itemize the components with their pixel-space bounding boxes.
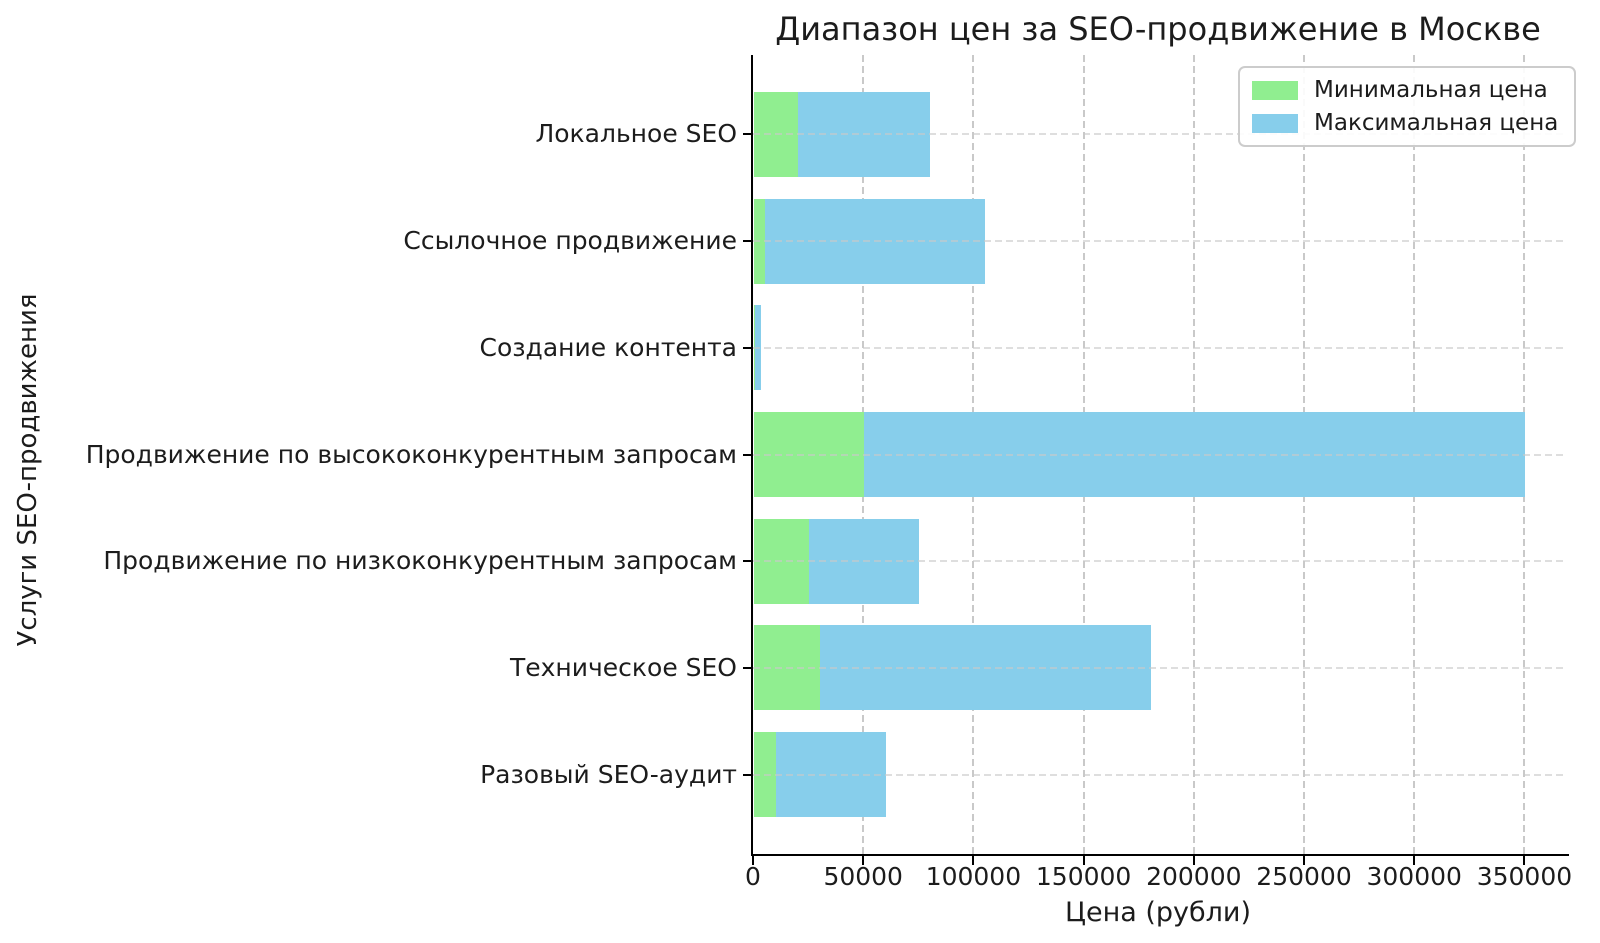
x-tick-label: 0 bbox=[745, 862, 761, 891]
chart-title: Диапазон цен за SEO-продвижение в Москве bbox=[775, 10, 1541, 48]
y-tick-mark bbox=[743, 666, 753, 669]
x-tick-mark bbox=[1082, 856, 1085, 865]
x-axis-label: Цена (рубли) bbox=[1065, 897, 1251, 928]
legend: Минимальная цена Максимальная цена bbox=[1238, 66, 1577, 147]
bottom-spine bbox=[751, 854, 1569, 856]
horizontal-gridline bbox=[753, 346, 1563, 349]
horizontal-gridline bbox=[753, 453, 1563, 456]
x-tick-label: 300000 bbox=[1366, 862, 1462, 891]
legend-swatch-icon bbox=[1252, 80, 1298, 100]
x-tick-mark bbox=[862, 856, 865, 865]
horizontal-gridline bbox=[753, 773, 1563, 776]
legend-label: Минимальная цена bbox=[1314, 77, 1548, 103]
category-label: Разовый SEO-аудит bbox=[480, 760, 737, 789]
x-tick-label: 150000 bbox=[1035, 862, 1132, 891]
y-tick-mark bbox=[743, 560, 753, 563]
x-tick-mark bbox=[752, 856, 754, 865]
category-label: Создание контента bbox=[479, 333, 737, 362]
x-tick-label: 350000 bbox=[1476, 862, 1573, 891]
y-tick-mark bbox=[743, 773, 753, 776]
left-spine bbox=[751, 55, 753, 856]
category-label: Техническое SEO bbox=[509, 653, 737, 682]
y-tick-mark bbox=[743, 453, 753, 456]
x-tick-mark bbox=[1192, 856, 1195, 865]
y-tick-mark bbox=[743, 133, 753, 136]
x-tick-mark bbox=[1523, 856, 1526, 865]
horizontal-gridline bbox=[753, 240, 1563, 243]
category-label: Ссылочное продвижение bbox=[403, 226, 737, 255]
horizontal-gridline bbox=[753, 666, 1563, 669]
category-label: Локальное SEO bbox=[535, 119, 737, 148]
x-tick-label: 50000 bbox=[823, 862, 903, 891]
x-tick-label: 200000 bbox=[1146, 862, 1242, 891]
x-tick-mark bbox=[1413, 856, 1416, 865]
category-label: Продвижение по низкоконкурентным запроса… bbox=[103, 546, 737, 575]
horizontal-gridline bbox=[753, 133, 1563, 136]
category-label: Продвижение по высококонкурентным запрос… bbox=[85, 440, 737, 469]
legend-entry: Максимальная цена bbox=[1252, 110, 1558, 136]
legend-entry: Минимальная цена bbox=[1252, 77, 1558, 103]
y-tick-mark bbox=[743, 346, 753, 349]
x-tick-mark bbox=[972, 856, 975, 865]
horizontal-gridline bbox=[753, 560, 1563, 563]
legend-swatch-icon bbox=[1252, 113, 1298, 133]
x-tick-label: 100000 bbox=[925, 862, 1022, 891]
y-tick-mark bbox=[743, 240, 753, 243]
legend-label: Максимальная цена bbox=[1314, 110, 1559, 136]
x-tick-label: 250000 bbox=[1256, 862, 1352, 891]
x-tick-mark bbox=[1303, 856, 1306, 865]
